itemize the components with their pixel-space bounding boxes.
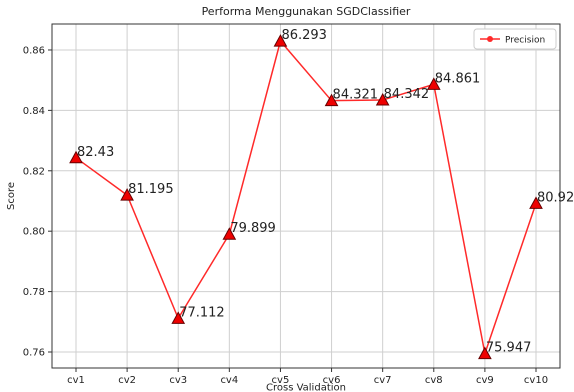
x-tick-label: cv5 (272, 375, 290, 386)
x-tick-label: cv9 (476, 375, 494, 386)
value-label: 84.861 (435, 71, 481, 86)
chart-title: Performa Menggunakan SGDClassifier (202, 5, 411, 18)
legend-box (473, 28, 557, 50)
legend-label: Precision (505, 36, 545, 46)
y-tick-label: 0.78 (23, 287, 45, 298)
x-tick-label: cv2 (118, 375, 136, 386)
value-label: 82.43 (77, 145, 114, 160)
x-axis-label: Cross Validation (266, 382, 346, 392)
legend-marker (487, 36, 493, 42)
x-tick-label: cv10 (524, 375, 548, 386)
value-label: 80.92 (537, 190, 574, 205)
y-tick-label: 0.80 (23, 227, 45, 238)
x-tick-label: cv7 (374, 375, 392, 386)
x-tick-label: cv6 (323, 375, 341, 386)
point-marker (426, 77, 441, 90)
point-marker (120, 188, 134, 201)
y-tick-label: 0.84 (23, 106, 45, 117)
x-tick-label: cv3 (169, 375, 187, 386)
y-tick-label: 0.86 (23, 45, 45, 56)
y-tick-label: 0.76 (23, 347, 45, 358)
point-marker (529, 196, 543, 209)
x-tick-label: cv8 (425, 375, 443, 386)
point-marker (171, 311, 186, 324)
series-line (75, 39, 537, 357)
point-marker (375, 93, 390, 106)
point-marker (478, 346, 492, 360)
point-marker (273, 34, 288, 47)
point-marker (324, 93, 339, 107)
x-tick-label: cv1 (67, 375, 85, 386)
value-label: 79.899 (230, 221, 275, 236)
y-axis-label: Score (6, 182, 17, 210)
y-tick-label: 0.82 (23, 166, 45, 177)
value-label: 84.342 (384, 87, 430, 102)
value-label: 84.321 (333, 88, 379, 103)
value-label: 75.947 (486, 341, 532, 356)
point-marker (222, 227, 237, 240)
value-label: 81.195 (128, 182, 174, 197)
value-label: 86.293 (281, 28, 327, 43)
plot-frame (51, 23, 561, 369)
x-tick-label: cv4 (220, 375, 238, 386)
point-marker (69, 150, 83, 164)
value-label: 77.112 (179, 305, 225, 320)
